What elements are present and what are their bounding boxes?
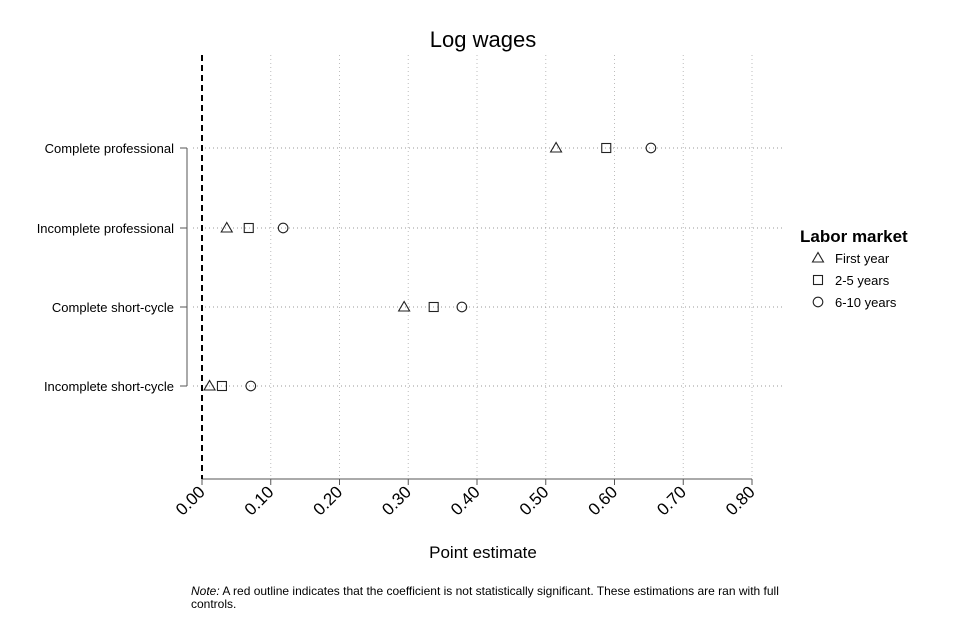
y-tick-label: Incomplete professional — [37, 221, 174, 236]
footnote-label: Note: — [191, 584, 220, 598]
y-tick-label: Complete short-cycle — [52, 300, 174, 315]
x-tick-label: 0.40 — [447, 482, 484, 519]
grid — [193, 55, 782, 479]
x-tick-label: 0.10 — [241, 482, 278, 519]
data-points — [203, 141, 657, 392]
data-point-triangle — [203, 379, 217, 391]
x-tick-label: 0.80 — [722, 482, 759, 519]
legend-item-label: 6-10 years — [835, 295, 897, 310]
footnote-text: A red outline indicates that the coeffic… — [191, 584, 779, 611]
axes — [180, 55, 752, 480]
data-point-square — [216, 380, 227, 392]
x-tick-label: 0.00 — [172, 482, 209, 519]
x-tick-label: 0.30 — [378, 482, 415, 519]
legend-title: Labor market — [800, 227, 908, 246]
data-point-triangle — [549, 141, 563, 153]
footnote: Note: A red outline indicates that the c… — [191, 585, 781, 611]
data-point-circle — [645, 142, 657, 154]
y-tick-label: Incomplete short-cycle — [44, 379, 174, 394]
legend-marker-square — [812, 274, 824, 286]
data-point-triangle — [220, 221, 234, 233]
data-point-square — [428, 301, 439, 313]
legend-item-label: 2-5 years — [835, 273, 890, 288]
legend-marker-triangle — [811, 251, 825, 263]
y-axis-labels: Complete professional Incomplete professi… — [37, 141, 174, 394]
data-point-square — [601, 142, 612, 154]
x-axis-label: Point estimate — [429, 543, 537, 562]
data-point-circle — [245, 380, 257, 392]
legend-item-label: First year — [835, 251, 890, 266]
x-tick-label: 0.20 — [309, 482, 346, 519]
data-point-circle — [277, 222, 289, 234]
x-tick-label: 0.60 — [584, 482, 621, 519]
y-tick-label: Complete professional — [45, 141, 174, 156]
data-point-square — [243, 222, 254, 234]
x-axis-ticks: 0.00 0.10 0.20 0.30 0.40 0.50 0.60 0.70 0.80 — [172, 479, 759, 519]
data-point-triangle — [397, 300, 411, 312]
chart-title: Log wages — [430, 27, 536, 52]
legend: Labor market First year 2-5 years 6-10 yea… — [800, 227, 908, 310]
legend-marker-circle — [812, 296, 824, 308]
data-point-circle — [456, 301, 468, 313]
x-tick-label: 0.70 — [653, 482, 690, 519]
x-tick-label: 0.50 — [516, 482, 553, 519]
